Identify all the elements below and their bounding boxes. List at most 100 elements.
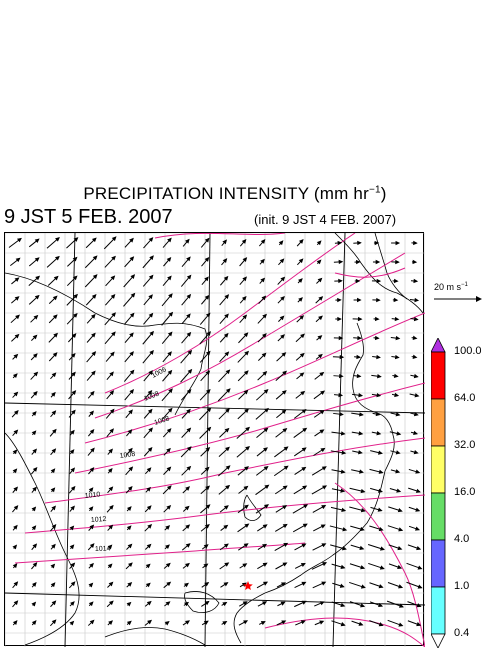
- wind-vector-head: [222, 601, 228, 607]
- wind-vectors: [8, 236, 423, 627]
- wind-reference-arrow-icon: [434, 296, 482, 302]
- wind-vector-head: [166, 466, 172, 472]
- wind-vector-head: [376, 278, 382, 284]
- wind-vector-head: [355, 278, 361, 284]
- wind-vector-head: [72, 313, 78, 318]
- wind-vector-head: [15, 257, 21, 263]
- wind-vector-head: [31, 430, 37, 436]
- wind-vector-head: [398, 527, 404, 532]
- wind-vector-head: [108, 620, 113, 625]
- wind-vector-head: [185, 543, 191, 548]
- wind-vector-head: [89, 410, 94, 416]
- wind-vector-head: [278, 240, 284, 246]
- wind-vector-head: [128, 447, 133, 453]
- wind-vector-head: [13, 505, 19, 510]
- wind-vector-head: [316, 259, 322, 265]
- wind-vector-head: [168, 293, 173, 299]
- wind-vector-head: [109, 371, 114, 377]
- wind-vector-head: [108, 448, 113, 454]
- wind-vector-head: [244, 408, 250, 414]
- wind-vector-head: [394, 392, 400, 398]
- wind-vector-head: [129, 351, 134, 357]
- wind-vector-head: [50, 582, 56, 588]
- colorbar-label: 100.0: [454, 345, 482, 357]
- wind-vector-head: [377, 507, 383, 512]
- wind-vector-head: [374, 240, 380, 246]
- wind-vector-head: [167, 237, 172, 243]
- wind-vector-head: [71, 409, 76, 415]
- wind-vector-head: [282, 370, 288, 376]
- wind-vector-head: [186, 388, 192, 394]
- wind-vector-head: [339, 411, 344, 417]
- wind-vector-head: [393, 373, 399, 379]
- wind-vector-head: [33, 371, 39, 377]
- colorbar-label: 1.0: [454, 580, 470, 592]
- wind-vector-head: [416, 545, 422, 551]
- wind-vector-head: [204, 276, 209, 282]
- isobar-line: [104, 233, 356, 394]
- wind-vector-head: [376, 392, 382, 398]
- wind-vector-head: [281, 409, 287, 415]
- title-text: PRECIPITATION INTENSITY (mm hr: [83, 184, 369, 203]
- wind-vector-head: [264, 407, 269, 413]
- wind-vector-head: [244, 466, 249, 471]
- wind-vector-head: [358, 450, 363, 455]
- wind-vector-head: [12, 620, 18, 625]
- wind-vector-head: [281, 352, 287, 357]
- wind-vector-head: [165, 562, 171, 568]
- wind-vector-head: [302, 485, 308, 490]
- wind-vector-head: [262, 371, 268, 376]
- wind-vector-head: [396, 431, 402, 436]
- wind-vector-head: [341, 450, 347, 455]
- wind-vector-head: [243, 370, 249, 376]
- wind-vector-head: [282, 562, 288, 567]
- wind-vector-head: [13, 486, 18, 492]
- wind-vector-head: [358, 621, 364, 626]
- wind-vector-head: [414, 393, 420, 398]
- wind-vector-head: [223, 524, 229, 530]
- init-time: (init. 9 JST 4 FEB. 2007): [254, 212, 397, 227]
- wind-vector-head: [167, 351, 172, 357]
- wind-vector-head: [145, 582, 151, 588]
- wind-vector-head: [166, 447, 171, 453]
- wind-vector-head: [263, 427, 269, 433]
- wind-vector-head: [262, 562, 268, 567]
- wind-vector-head: [378, 450, 383, 455]
- wind-vector-head: [110, 351, 115, 357]
- wind-vector-head: [338, 335, 344, 341]
- wind-vector-head: [322, 485, 328, 490]
- wind-vector-head: [109, 504, 114, 510]
- wind-vector-head: [337, 240, 343, 246]
- wind-vector-head: [359, 412, 364, 417]
- wind-vector-head: [279, 258, 285, 264]
- wind-vector-head: [222, 621, 228, 626]
- wind-vector-head: [129, 256, 135, 262]
- wind-vector-head: [262, 524, 268, 529]
- wind-vector-head: [146, 505, 152, 511]
- wind-vector-head: [413, 240, 418, 246]
- wind-vector-head: [319, 371, 325, 377]
- wind-vector-head: [319, 409, 325, 415]
- coastline-korea: [5, 272, 208, 416]
- wind-vector-head: [70, 467, 76, 473]
- wind-vector-head: [416, 603, 422, 608]
- wind-vector-head: [301, 447, 307, 452]
- coastline-mainland-west: [5, 432, 80, 646]
- wind-vector-head: [53, 332, 58, 338]
- isobar-line: [334, 482, 425, 647]
- wind-vector-head: [301, 543, 307, 548]
- wind-vector-head: [149, 349, 154, 355]
- wind-vector-head: [166, 428, 172, 433]
- wind-vector-head: [186, 446, 192, 451]
- wind-vector-head: [51, 448, 57, 454]
- wind-vector-head: [321, 581, 327, 586]
- wind-vector-head: [203, 544, 209, 549]
- wind-vector-head: [243, 485, 249, 491]
- wind-vector-head: [146, 543, 152, 549]
- wind-vector-head: [111, 331, 116, 337]
- wind-vector-head: [91, 237, 97, 243]
- wind-vector-head: [262, 333, 267, 338]
- wind-vector-head: [33, 314, 39, 320]
- wind-vector-head: [245, 426, 251, 432]
- wind-vector-head: [88, 582, 94, 588]
